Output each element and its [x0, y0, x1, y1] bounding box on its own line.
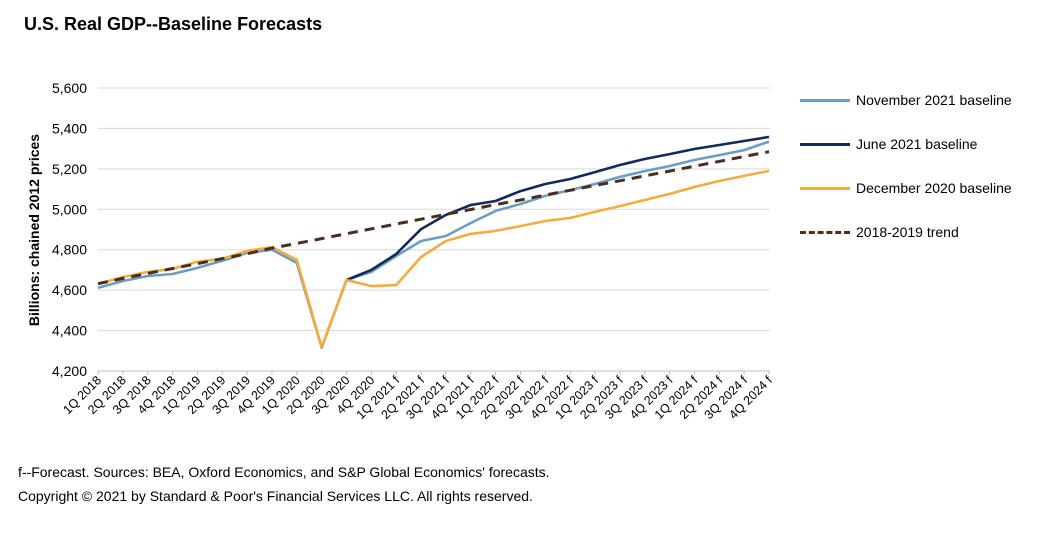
y-tick-label: 5,000 [52, 201, 87, 217]
y-axis-ticks: 4,200 4,400 4,600 4,800 5,000 5,200 5,400 5,600 [52, 80, 87, 379]
legend-item-june-2021: June 2021 baseline [800, 134, 1052, 154]
series-lines [97, 135, 770, 350]
legend-label-trend: 2018-2019 trend [856, 224, 959, 240]
footnote-sources: f--Forecast. Sources: BEA, Oxford Econom… [18, 464, 550, 480]
chart-title: U.S. Real GDP--Baseline Forecasts [24, 14, 323, 34]
y-tick-label: 5,400 [52, 120, 87, 136]
footnote-copyright: Copyright © 2021 by Standard & Poor's Fi… [18, 488, 533, 504]
legend-label-june-2021: June 2021 baseline [856, 136, 978, 152]
legend-swatch-december-2020 [800, 187, 850, 190]
legend-swatch-june-2021 [800, 143, 850, 146]
legend-item-november-2021: November 2021 baseline [800, 90, 1052, 110]
gridlines [98, 87, 770, 332]
legend-item-december-2020: December 2020 baseline [800, 178, 1052, 198]
series-line-december-2020-baseline [97, 169, 770, 349]
y-tick-label: 4,800 [52, 242, 87, 258]
legend-swatch-trend [800, 231, 850, 234]
y-tick-label: 4,400 [52, 323, 87, 339]
series-line-2018-2019-trend [97, 150, 770, 286]
y-tick-label: 4,200 [52, 363, 87, 379]
legend-swatch-november-2021 [800, 99, 850, 102]
y-tick-label: 5,200 [52, 161, 87, 177]
series-line-june-2021-baseline [346, 135, 770, 282]
legend-label-december-2020: December 2020 baseline [856, 180, 1012, 196]
y-tick-label: 4,600 [52, 282, 87, 298]
legend-item-trend: 2018-2019 trend [800, 222, 1052, 242]
y-tick-label: 5,600 [52, 80, 87, 96]
legend-label-november-2021: November 2021 baseline [856, 92, 1012, 108]
series-line-november-2021-baseline [97, 140, 770, 350]
